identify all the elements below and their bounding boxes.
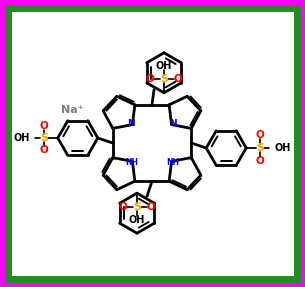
Text: S: S (133, 202, 141, 212)
Text: S: S (256, 143, 264, 153)
Text: O: O (256, 130, 265, 140)
Text: O: O (147, 202, 155, 212)
Text: O: O (39, 145, 48, 155)
Text: OH: OH (13, 133, 30, 143)
Text: O: O (174, 74, 182, 84)
Text: O: O (145, 74, 154, 84)
Text: NH: NH (125, 158, 138, 167)
Text: O: O (119, 202, 127, 212)
Text: N: N (169, 119, 176, 128)
Text: N: N (127, 119, 135, 128)
Text: S: S (160, 74, 168, 84)
Text: O: O (39, 121, 48, 131)
Text: OH: OH (274, 143, 291, 153)
Text: OH: OH (156, 61, 172, 71)
Text: OH: OH (129, 215, 145, 225)
Text: NH: NH (166, 158, 179, 167)
Text: S: S (40, 133, 48, 143)
Text: O: O (256, 156, 265, 166)
Text: Na⁺: Na⁺ (62, 105, 84, 115)
